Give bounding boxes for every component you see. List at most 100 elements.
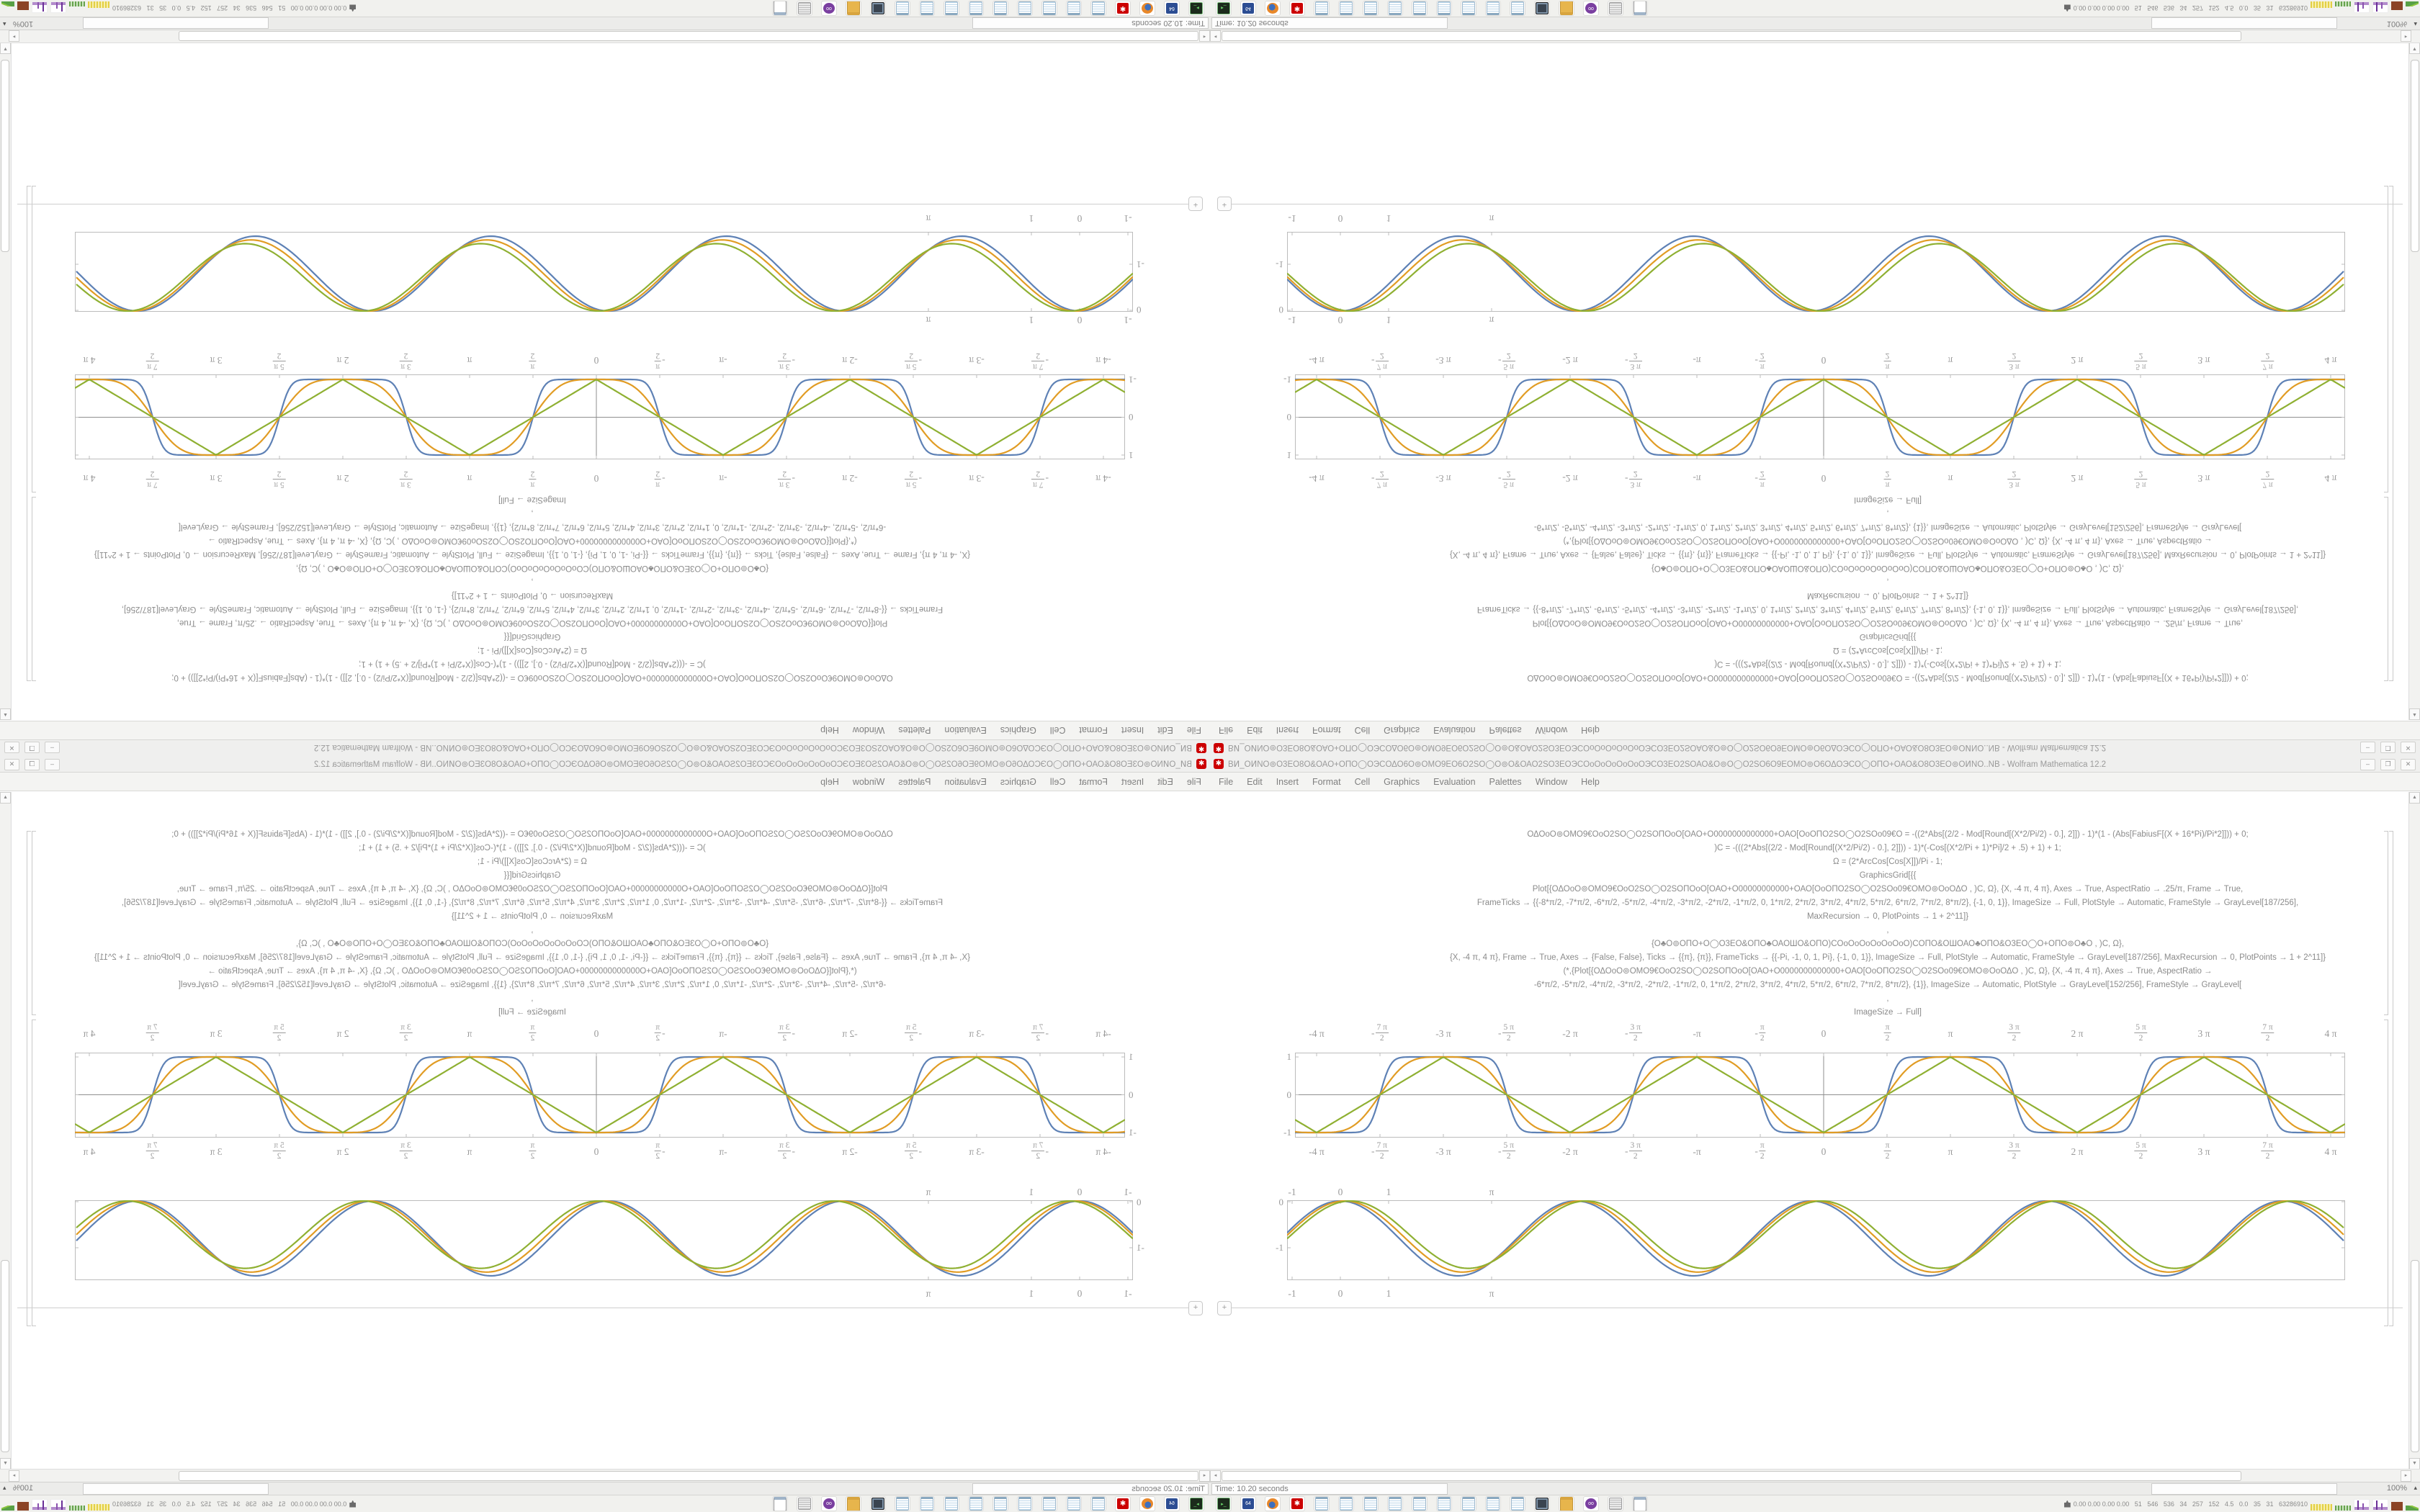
menu-item-window[interactable]: Window: [852, 776, 885, 787]
scroll-down-icon[interactable]: ▼: [0, 1458, 11, 1470]
code-cell-block[interactable]: ΟΔΟοΟ⊚ΟΜΟ9€ΟοΟ2ЅΟ◯Ο2ЅΟΠΟοΟ[ΟΑΟ+Ο00000000…: [12, 492, 1065, 684]
restore-button[interactable]: ❐: [2380, 742, 2396, 753]
taskbar-folder-icon[interactable]: [846, 1, 861, 16]
menu-item-cell[interactable]: Cell: [1049, 776, 1066, 787]
system-monitor-icon[interactable]: [349, 5, 356, 12]
menu-item-edit[interactable]: Edit: [1247, 776, 1263, 787]
menu-item-help[interactable]: Help: [1581, 776, 1600, 787]
magnification-control[interactable]: 100%: [2386, 19, 2407, 28]
menu-item-format[interactable]: Format: [1079, 776, 1108, 787]
vertical-scrollbar[interactable]: ▲ ▼: [2408, 792, 2420, 1482]
tray-graph-purple2-icon[interactable]: [2372, 1499, 2388, 1511]
menu-item-evaluation[interactable]: Evaluation: [1433, 725, 1476, 736]
taskbar-spikey-icon[interactable]: ✱: [1289, 1496, 1305, 1511]
taskbar-note-icon[interactable]: [992, 1496, 1008, 1511]
tray-grass-corner-icon[interactable]: [2406, 1506, 2419, 1511]
taskbar-note-icon[interactable]: [944, 1, 959, 16]
taskbar-scroll-icon[interactable]: [1608, 1496, 1623, 1511]
menu-item-window[interactable]: Window: [1535, 725, 1568, 736]
tray-graph-purple-icon[interactable]: [50, 1, 66, 13]
taskbar-note-icon[interactable]: [1436, 1496, 1452, 1511]
scroll-left-icon[interactable]: ◂: [1199, 30, 1210, 42]
minimize-button[interactable]: –: [45, 742, 60, 753]
menu-item-insert[interactable]: Insert: [1121, 776, 1144, 787]
cell-insertion-plus-icon[interactable]: +: [1188, 1301, 1203, 1315]
taskbar-scroll-icon[interactable]: [797, 1, 812, 16]
output-cell-bracket[interactable]: [2384, 1020, 2388, 1326]
menu-item-window[interactable]: Window: [852, 725, 885, 736]
horizontal-scrollbar[interactable]: ◂ ▸: [0, 30, 1210, 43]
close-button[interactable]: ✕: [2401, 759, 2416, 770]
taskbar-note-icon[interactable]: [1436, 1, 1452, 16]
menu-item-help[interactable]: Help: [1581, 725, 1600, 736]
taskbar-folder-icon[interactable]: [1559, 1, 1574, 16]
taskbar-floppy-icon[interactable]: 64: [1240, 1, 1256, 16]
taskbar-terminal-icon[interactable]: ▸_: [1216, 1, 1232, 16]
taskbar-scroll-icon[interactable]: [797, 1496, 812, 1511]
code-cell-block[interactable]: ΟΔΟοΟ⊚ΟΜΟ9€ΟοΟ2ЅΟ◯Ο2ЅΟΠΟοΟ[ΟΑΟ+Ο00000000…: [1355, 828, 2408, 1020]
menu-item-help[interactable]: Help: [820, 776, 839, 787]
menu-item-edit[interactable]: Edit: [1247, 725, 1263, 736]
taskbar-note-icon[interactable]: [1090, 1496, 1106, 1511]
magnification-popup-arrow-icon[interactable]: ▴: [3, 1484, 6, 1491]
magnification-control[interactable]: 100%: [13, 1484, 34, 1493]
vertical-scroll-thumb[interactable]: [1, 1260, 9, 1452]
cell-insertion-plus-icon[interactable]: +: [1217, 197, 1232, 211]
taskbar-terminal-icon[interactable]: ▸_: [1188, 1, 1204, 16]
code-cell-bracket[interactable]: [32, 497, 36, 681]
taskbar-floppy-icon[interactable]: 64: [1164, 1496, 1180, 1511]
code-cell-bracket[interactable]: [2384, 497, 2388, 681]
tray-graph-green-icon[interactable]: [69, 1, 85, 6]
menu-item-graphics[interactable]: Graphics: [1384, 776, 1420, 787]
code-cell-block[interactable]: ΟΔΟοΟ⊚ΟΜΟ9€ΟοΟ2ЅΟ◯Ο2ЅΟΠΟοΟ[ΟΑΟ+Ο00000000…: [12, 828, 1065, 1020]
horizontal-scroll-thumb[interactable]: [1222, 31, 2241, 41]
menu-item-insert[interactable]: Insert: [1121, 725, 1144, 736]
taskbar-note-icon[interactable]: [1363, 1496, 1379, 1511]
vertical-scroll-thumb[interactable]: [1, 60, 9, 252]
taskbar-note-icon[interactable]: [1066, 1, 1082, 16]
cell-group-bracket[interactable]: [27, 831, 31, 1326]
taskbar-note-icon[interactable]: [919, 1496, 935, 1511]
magnification-control[interactable]: 100%: [2386, 1484, 2407, 1493]
horizontal-scrollbar[interactable]: ◂ ▸: [1210, 30, 2420, 43]
output-cell-bracket[interactable]: [32, 186, 36, 492]
menu-item-evaluation[interactable]: Evaluation: [1433, 776, 1476, 787]
menu-item-graphics[interactable]: Graphics: [1384, 725, 1420, 736]
menu-item-format[interactable]: Format: [1312, 725, 1341, 736]
tray-graph-purple-icon[interactable]: [2354, 1, 2370, 13]
taskbar-monitor-icon[interactable]: [870, 1, 886, 16]
tray-grass-corner-icon[interactable]: [2406, 1, 2419, 6]
close-button[interactable]: ✕: [2401, 742, 2416, 753]
vertical-scrollbar[interactable]: ▲ ▼: [2408, 30, 2420, 720]
taskbar-note-icon[interactable]: [1338, 1, 1354, 16]
scroll-down-icon[interactable]: ▼: [0, 42, 11, 54]
taskbar-note-icon[interactable]: [1314, 1, 1330, 16]
scroll-up-icon[interactable]: ▲: [2409, 708, 2420, 720]
taskbar-note-icon[interactable]: [1017, 1, 1033, 16]
menu-item-cell[interactable]: Cell: [1049, 725, 1066, 736]
scroll-up-icon[interactable]: ▲: [2409, 792, 2420, 804]
tray-graph-green-icon[interactable]: [2335, 1, 2351, 6]
scroll-right-icon[interactable]: ▸: [2401, 30, 2411, 42]
menu-item-window[interactable]: Window: [1535, 776, 1568, 787]
horizontal-scroll-thumb[interactable]: [1222, 1471, 2241, 1481]
window-titlebar[interactable]: ✱ ВͶ_ΟͶΝΟ⊚Ο3ΕΟ8Ο&ΟΑΟ+ΟΠΟ◯ΟЭСΟΔΟ6Ο⊚ΟΜΟ9ΕΟ…: [0, 739, 1210, 756]
output-cell-bracket[interactable]: [2384, 186, 2388, 492]
menu-item-insert[interactable]: Insert: [1276, 776, 1299, 787]
scroll-up-icon[interactable]: ▲: [0, 792, 11, 804]
tray-graph-purple2-icon[interactable]: [32, 1, 48, 13]
tray-graph-purple-icon[interactable]: [2354, 1499, 2370, 1511]
taskbar-badge-icon[interactable]: oo: [1583, 1, 1599, 16]
code-cell-block[interactable]: ΟΔΟοΟ⊚ΟΜΟ9€ΟοΟ2ЅΟ◯Ο2ЅΟΠΟοΟ[ΟΑΟ+Ο00000000…: [1355, 492, 2408, 684]
magnification-popup-arrow-icon[interactable]: ▴: [2414, 21, 2417, 28]
cell-group-bracket[interactable]: [2389, 186, 2393, 681]
scroll-right-icon[interactable]: ▸: [2401, 1470, 2411, 1482]
menu-item-evaluation[interactable]: Evaluation: [944, 776, 987, 787]
menu-item-help[interactable]: Help: [820, 725, 839, 736]
taskbar-folder-icon[interactable]: [846, 1496, 861, 1511]
minimize-button[interactable]: –: [2360, 742, 2375, 753]
tray-graph-green-icon[interactable]: [2335, 1506, 2351, 1511]
taskbar-note-icon[interactable]: [919, 1, 935, 16]
code-cell-bracket[interactable]: [2384, 831, 2388, 1015]
scroll-down-icon[interactable]: ▼: [2409, 42, 2420, 54]
